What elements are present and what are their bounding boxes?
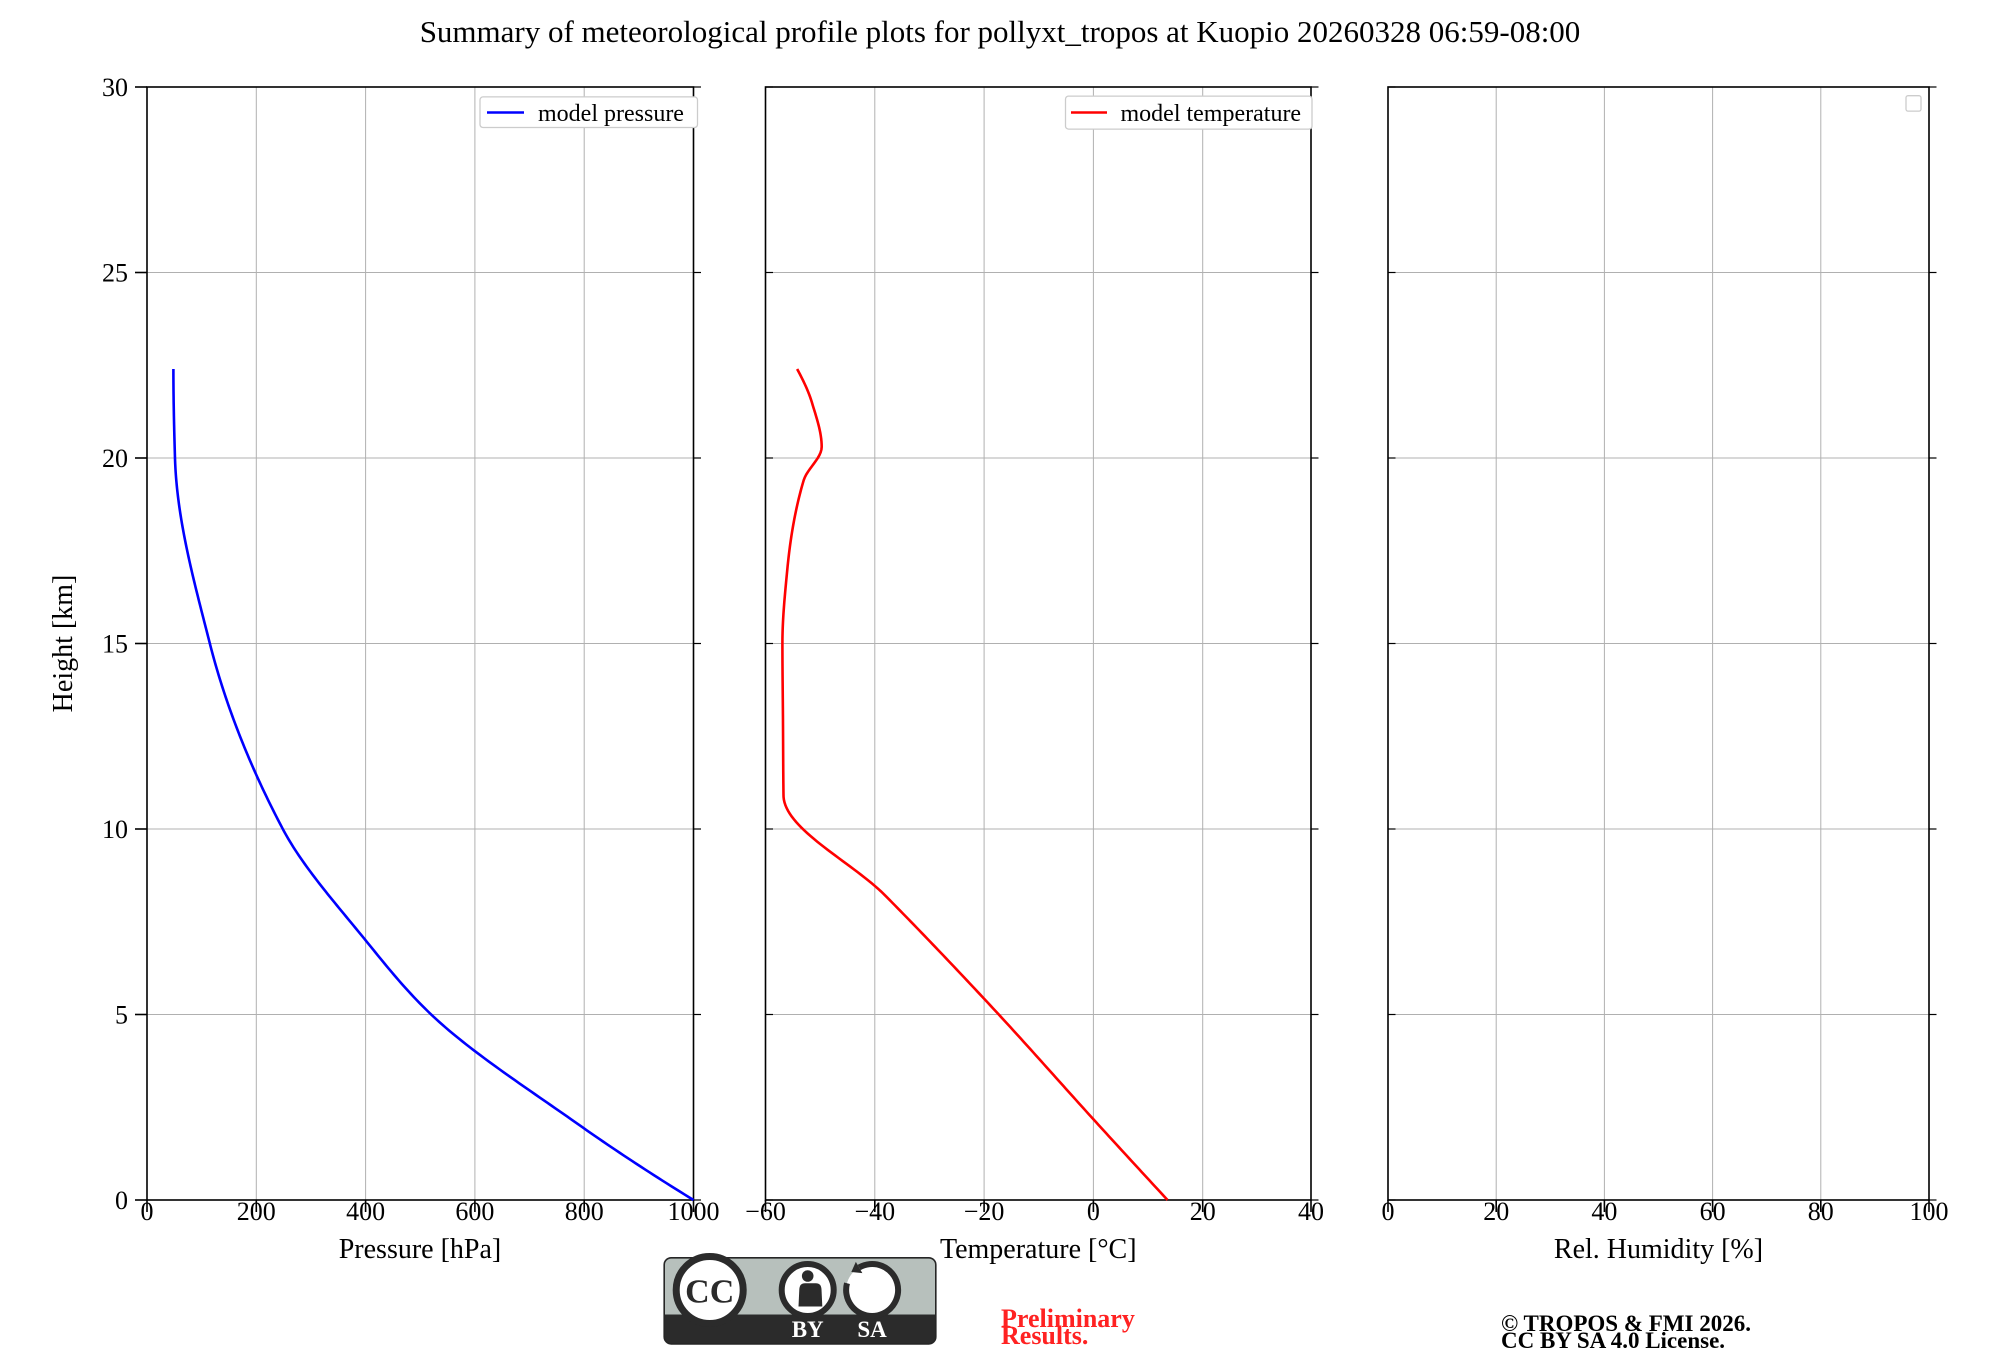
svg-text:800: 800 [565, 1197, 604, 1226]
svg-text:model temperature: model temperature [1121, 101, 1302, 127]
svg-text:30: 30 [102, 73, 128, 102]
svg-text:80: 80 [1808, 1197, 1834, 1226]
svg-text:15: 15 [102, 630, 128, 659]
svg-text:0: 0 [1087, 1197, 1100, 1226]
svg-text:SA: SA [857, 1317, 887, 1342]
svg-text:200: 200 [237, 1197, 276, 1226]
svg-text:−40: −40 [854, 1197, 895, 1226]
svg-text:Height [km]: Height [km] [48, 575, 79, 713]
svg-text:60: 60 [1700, 1197, 1726, 1226]
svg-text:600: 600 [455, 1197, 494, 1226]
svg-text:CC: CC [685, 1274, 734, 1311]
svg-text:40: 40 [1591, 1197, 1617, 1226]
svg-text:20: 20 [1190, 1197, 1216, 1226]
svg-text:40: 40 [1298, 1197, 1324, 1226]
svg-text:Pressure [hPa]: Pressure [hPa] [339, 1234, 502, 1265]
svg-text:Rel. Humidity [%]: Rel. Humidity [%] [1554, 1234, 1763, 1265]
svg-text:Summary of meteorological prof: Summary of meteorological profile plots … [420, 14, 1581, 49]
svg-text:−20: −20 [964, 1197, 1005, 1226]
svg-text:Temperature [°C]: Temperature [°C] [940, 1234, 1137, 1265]
svg-text:400: 400 [346, 1197, 385, 1226]
svg-text:100: 100 [1910, 1197, 1949, 1226]
svg-text:−60: −60 [745, 1197, 786, 1226]
svg-text:20: 20 [1483, 1197, 1509, 1226]
svg-text:25: 25 [102, 259, 128, 288]
svg-text:model pressure: model pressure [538, 101, 684, 127]
svg-text:BY: BY [792, 1317, 824, 1342]
svg-text:CC BY SA 4.0 License.: CC BY SA 4.0 License. [1501, 1328, 1725, 1353]
svg-text:0: 0 [141, 1197, 154, 1226]
svg-text:0: 0 [1382, 1197, 1395, 1226]
svg-text:1000: 1000 [668, 1197, 720, 1226]
svg-text:0: 0 [115, 1186, 128, 1215]
svg-text:20: 20 [102, 444, 128, 473]
svg-text:5: 5 [115, 1001, 128, 1030]
svg-text:Results.: Results. [1001, 1321, 1088, 1350]
svg-text:10: 10 [102, 815, 128, 844]
